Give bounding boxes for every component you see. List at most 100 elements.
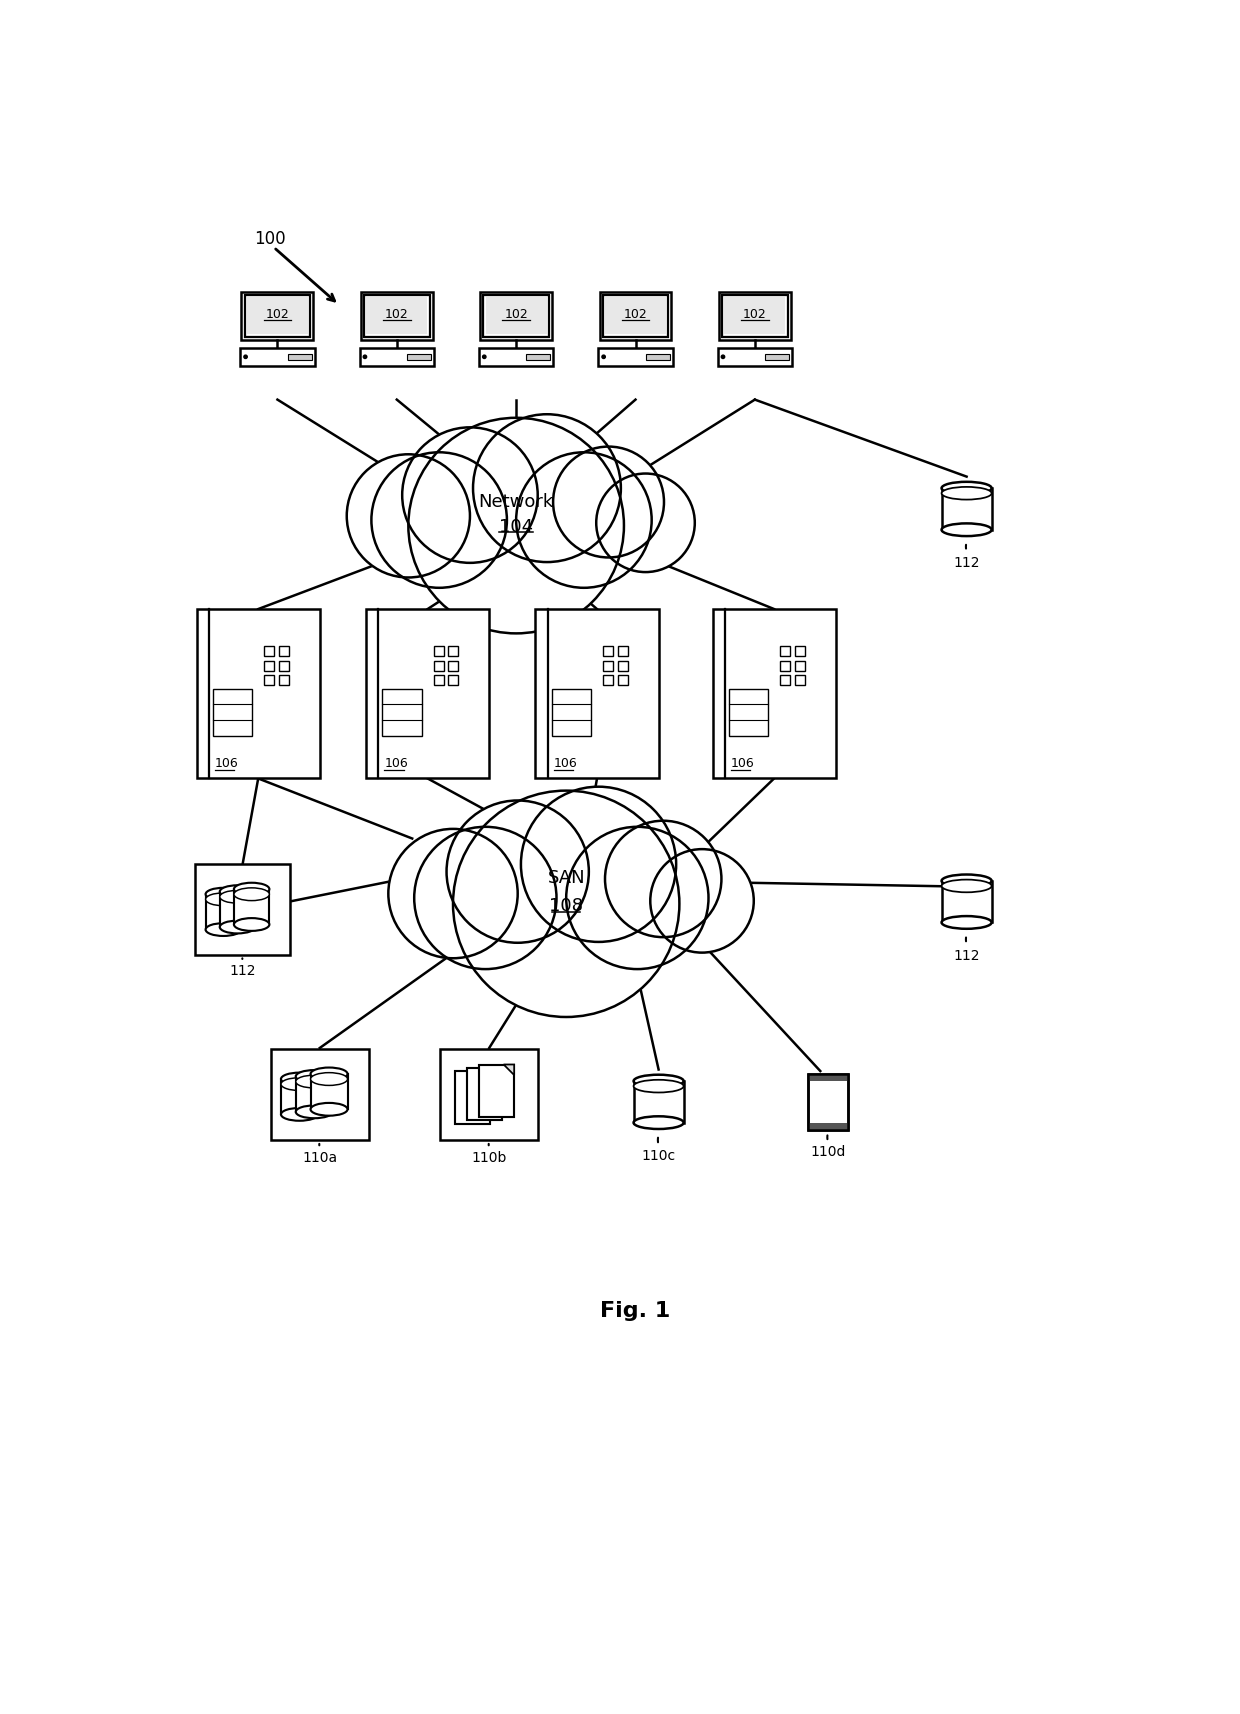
Circle shape xyxy=(472,415,621,562)
Ellipse shape xyxy=(206,888,241,902)
Bar xyxy=(279,675,289,686)
Bar xyxy=(279,646,289,656)
Text: 102: 102 xyxy=(743,309,766,321)
Ellipse shape xyxy=(296,1106,332,1119)
Bar xyxy=(527,355,551,362)
Text: 112: 112 xyxy=(954,555,980,569)
Circle shape xyxy=(605,821,722,938)
Ellipse shape xyxy=(941,483,992,495)
Bar xyxy=(724,298,785,336)
Bar xyxy=(264,675,274,686)
Text: 102: 102 xyxy=(624,309,647,321)
Bar xyxy=(279,662,289,672)
Bar xyxy=(780,646,790,656)
Ellipse shape xyxy=(219,886,255,898)
Ellipse shape xyxy=(296,1076,332,1088)
Ellipse shape xyxy=(941,917,992,929)
Ellipse shape xyxy=(310,1104,347,1116)
Polygon shape xyxy=(491,1068,502,1078)
Bar xyxy=(234,890,269,926)
Circle shape xyxy=(601,357,605,360)
Bar xyxy=(634,1082,683,1123)
Bar xyxy=(552,689,591,737)
Bar xyxy=(440,1049,538,1140)
Bar xyxy=(366,610,490,778)
Bar xyxy=(434,675,444,686)
Bar xyxy=(780,675,790,686)
Bar xyxy=(363,297,430,338)
Bar xyxy=(605,298,666,336)
Ellipse shape xyxy=(941,874,992,888)
Bar xyxy=(264,646,274,656)
Ellipse shape xyxy=(634,1080,683,1094)
Circle shape xyxy=(521,787,676,943)
Bar xyxy=(795,675,805,686)
Ellipse shape xyxy=(634,1116,683,1130)
Circle shape xyxy=(388,830,517,958)
Bar xyxy=(382,689,422,737)
Text: Fig. 1: Fig. 1 xyxy=(600,1299,671,1320)
Bar xyxy=(795,646,805,656)
Ellipse shape xyxy=(281,1078,317,1090)
Circle shape xyxy=(722,357,724,360)
Text: 110a: 110a xyxy=(303,1150,337,1164)
Text: 100: 100 xyxy=(254,230,286,249)
Bar xyxy=(361,293,433,341)
Bar xyxy=(941,881,992,922)
Circle shape xyxy=(347,454,470,578)
Ellipse shape xyxy=(296,1071,332,1083)
Bar xyxy=(244,297,310,338)
Bar xyxy=(480,293,552,341)
Bar xyxy=(197,610,320,778)
Bar xyxy=(196,864,290,955)
Circle shape xyxy=(372,452,507,588)
Ellipse shape xyxy=(634,1075,683,1088)
Circle shape xyxy=(402,428,538,564)
Bar xyxy=(765,355,789,362)
Bar xyxy=(281,1080,317,1114)
Text: 106: 106 xyxy=(730,758,755,770)
Bar xyxy=(449,675,459,686)
Bar xyxy=(808,1123,848,1130)
Bar xyxy=(288,355,311,362)
Bar xyxy=(808,1075,848,1130)
Bar xyxy=(795,662,805,672)
Circle shape xyxy=(363,357,367,360)
Bar xyxy=(241,348,315,367)
Bar xyxy=(599,293,672,341)
Text: 112: 112 xyxy=(229,963,255,977)
Text: 110b: 110b xyxy=(471,1150,507,1164)
Bar xyxy=(407,355,432,362)
Ellipse shape xyxy=(941,879,992,893)
Bar xyxy=(360,348,434,367)
Bar xyxy=(618,662,627,672)
Bar xyxy=(808,1075,848,1082)
Polygon shape xyxy=(503,1064,515,1075)
Bar xyxy=(598,348,673,367)
Bar xyxy=(434,646,444,656)
Ellipse shape xyxy=(206,924,241,936)
Ellipse shape xyxy=(310,1073,347,1085)
Circle shape xyxy=(516,452,652,588)
Bar xyxy=(247,298,308,336)
Text: 104: 104 xyxy=(498,518,533,535)
Bar xyxy=(270,1049,370,1140)
Bar xyxy=(941,488,992,530)
Text: 112: 112 xyxy=(954,948,980,962)
Text: SAN: SAN xyxy=(547,869,585,886)
Bar xyxy=(618,675,627,686)
Text: Network: Network xyxy=(479,494,554,511)
Ellipse shape xyxy=(219,891,255,903)
Bar xyxy=(213,689,252,737)
Ellipse shape xyxy=(310,1068,347,1082)
Bar xyxy=(296,1076,332,1112)
Bar xyxy=(467,1068,502,1121)
Ellipse shape xyxy=(234,888,269,902)
Bar xyxy=(618,646,627,656)
Text: 102: 102 xyxy=(505,309,528,321)
Bar xyxy=(455,1071,490,1124)
Bar xyxy=(449,662,459,672)
Bar xyxy=(479,348,553,367)
Ellipse shape xyxy=(281,1073,317,1085)
Text: 110c: 110c xyxy=(641,1148,676,1162)
